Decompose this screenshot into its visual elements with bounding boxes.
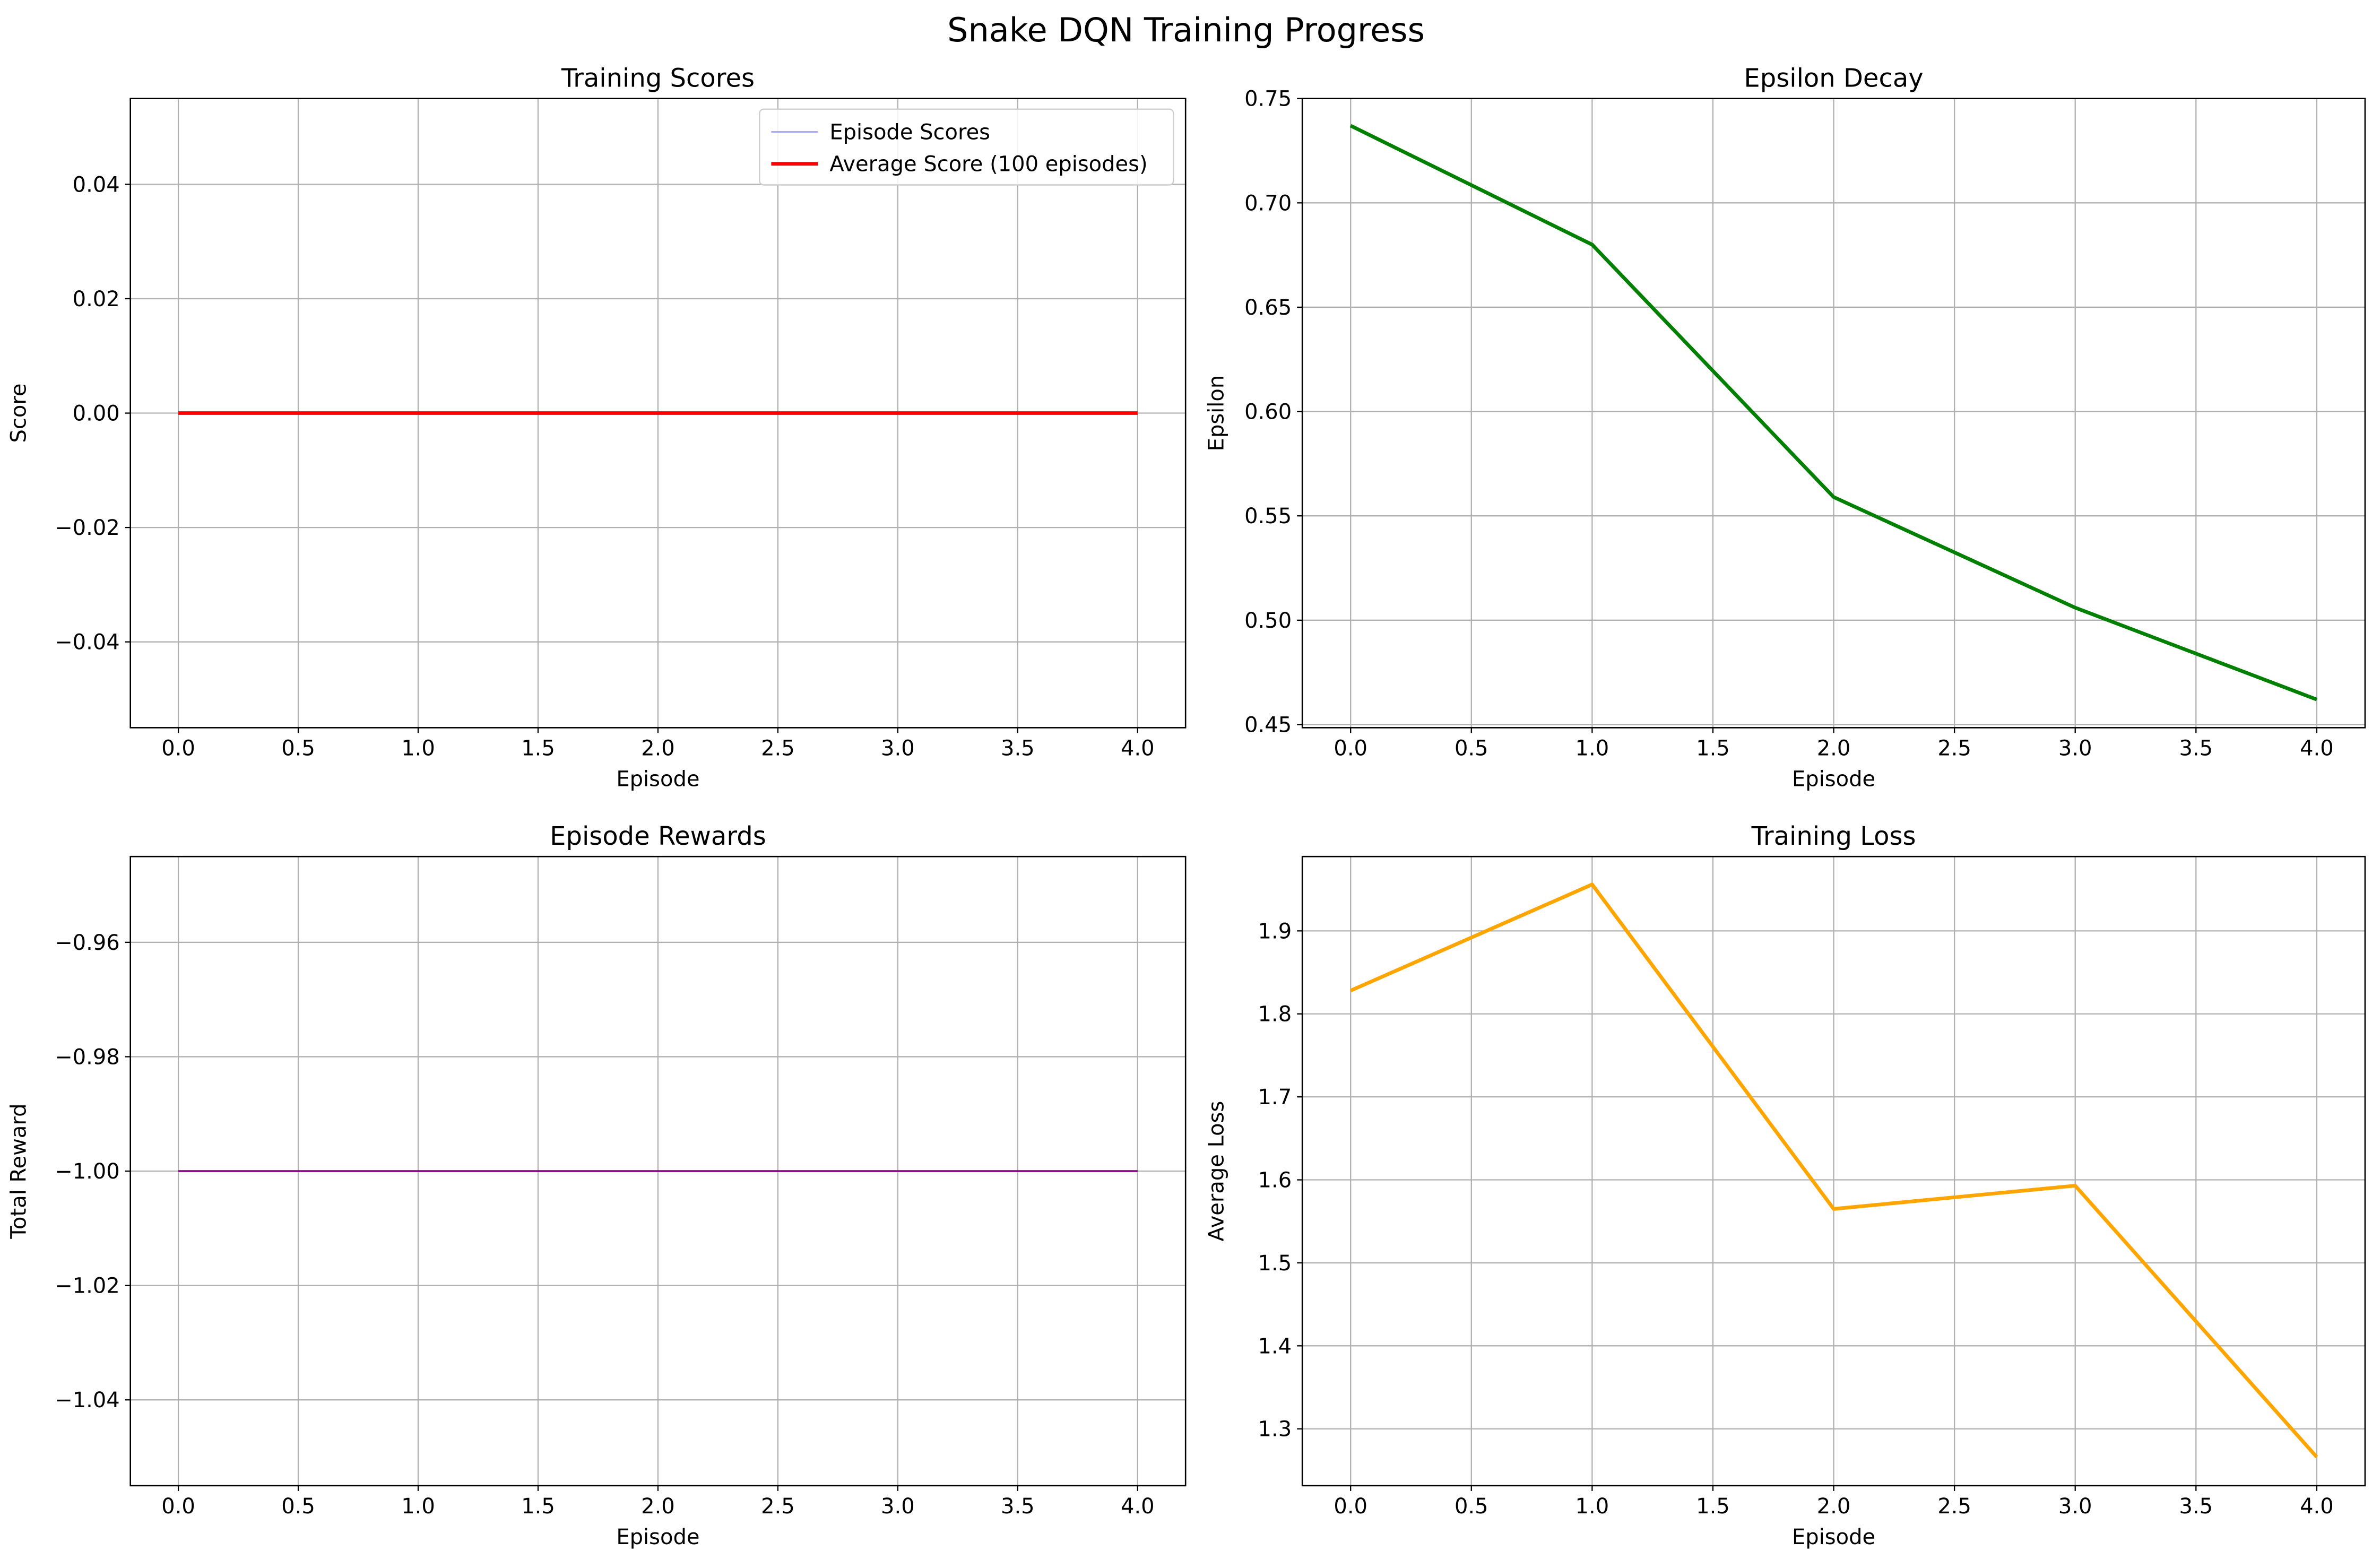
x-tick-label: 1.5: [521, 1494, 555, 1519]
x-tick-label: 0.5: [1455, 1494, 1488, 1519]
x-axis-label: Episode: [1792, 767, 1875, 791]
axes-frame: [1301, 98, 2366, 729]
subplot-title: Epsilon Decay: [1744, 64, 1923, 93]
x-tick-label: 2.0: [641, 736, 675, 760]
x-axis-label: Episode: [616, 767, 699, 791]
y-tick-label: 0.55: [1244, 504, 1292, 529]
y-tick-label: −0.02: [55, 516, 120, 540]
x-axis-label: Episode: [1792, 1525, 1875, 1549]
y-axis-label: Total Reward: [7, 1103, 31, 1239]
x-tick-label: 3.0: [881, 1494, 915, 1519]
x-tick-label: 1.0: [401, 736, 435, 760]
y-tick-label: −0.04: [55, 630, 120, 655]
x-tick-label: 1.0: [1575, 736, 1609, 760]
y-tick-label: 0.60: [1244, 400, 1292, 425]
y-tick-label: 1.5: [1258, 1251, 1292, 1276]
subplot-training-loss: 0.0 0.5 1.0 1.5 2.0 2.5 3.0 3.5 4.0 1.3 1.4 1.5 1.6 1…: [1205, 821, 2366, 1549]
subplot-title: Training Loss: [1751, 821, 1916, 851]
y-tick-label: −0.96: [55, 931, 120, 955]
y-tick-label: 1.7: [1258, 1085, 1292, 1110]
subplot-training-scores: 0.0 0.5 1.0 1.5 2.0 2.5 3.0 3.5 4.0 −0.04 −0.02 0.0…: [7, 64, 1187, 791]
x-tick-label: 1.0: [401, 1494, 435, 1519]
y-axis-label: Average Loss: [1205, 1101, 1229, 1242]
x-tick-label: 4.0: [1121, 1494, 1155, 1519]
x-tick-label: 3.5: [2179, 736, 2213, 760]
x-tick-label: 2.0: [1817, 736, 1851, 760]
y-tick-label: −1.00: [55, 1159, 120, 1184]
x-tick-label: 2.0: [1817, 1494, 1851, 1519]
y-tick-label: 0.45: [1244, 713, 1292, 737]
x-tick-label: 4.0: [1121, 736, 1155, 760]
legend-label: Episode Scores: [829, 120, 990, 145]
y-tick-label: 1.3: [1258, 1417, 1292, 1442]
legend-label: Average Score (100 episodes): [829, 152, 1147, 177]
x-tick-label: 1.0: [1575, 1494, 1609, 1519]
y-tick-label: 1.6: [1258, 1168, 1292, 1193]
x-tick-label: 2.5: [761, 1494, 795, 1519]
y-tick-label: 0.04: [73, 172, 120, 197]
x-tick-label: 3.0: [881, 736, 915, 760]
axes-frame: [129, 855, 1187, 1487]
subplot-epsilon-decay: 0.0 0.5 1.0 1.5 2.0 2.5 3.0 3.5 4.0 0.45 0.50 0.55 0…: [1205, 64, 2366, 791]
y-tick-label: −1.04: [55, 1388, 120, 1413]
subplot-episode-rewards: 0.0 0.5 1.0 1.5 2.0 2.5 3.0 3.5 4.0 −1.04 −1.02 −1.…: [7, 821, 1187, 1549]
axes-frame: [1301, 855, 2366, 1487]
y-tick-label: 1.8: [1258, 1002, 1292, 1027]
x-tick-label: 0.5: [281, 1494, 315, 1519]
x-tick-label: 1.5: [1696, 1494, 1730, 1519]
x-tick-label: 3.5: [1001, 736, 1035, 760]
x-tick-label: 3.5: [2179, 1494, 2213, 1519]
y-axis-label: Epsilon: [1205, 375, 1229, 452]
y-tick-label: 0.70: [1244, 191, 1292, 215]
figure-title: Snake DQN Training Progress: [947, 11, 1425, 49]
y-tick-label: 1.4: [1258, 1334, 1292, 1358]
y-axis-label: Score: [7, 384, 31, 443]
x-tick-label: 0.5: [281, 736, 315, 760]
axes-frame: [129, 98, 1187, 729]
y-tick-label: 0.75: [1244, 87, 1292, 111]
y-tick-label: −0.98: [55, 1045, 120, 1069]
series-line-1: [1349, 124, 2318, 701]
subplot-title: Training Scores: [561, 64, 755, 93]
x-tick-label: 0.0: [161, 736, 195, 760]
y-tick-label: 0.00: [73, 402, 120, 426]
x-tick-label: 2.0: [641, 1494, 675, 1519]
x-tick-label: 4.0: [2300, 736, 2334, 760]
legend: Episode Scores Average Score (100 episode…: [759, 108, 1174, 186]
x-tick-label: 0.5: [1455, 736, 1488, 760]
x-tick-label: 2.5: [1937, 1494, 1971, 1519]
x-tick-label: 3.0: [2058, 1494, 2092, 1519]
x-tick-label: 2.5: [1937, 736, 1971, 760]
x-tick-label: 1.5: [1696, 736, 1730, 760]
y-tick-label: 0.02: [73, 287, 120, 311]
x-tick-label: 4.0: [2300, 1494, 2334, 1519]
subplot-title: Episode Rewards: [550, 821, 766, 851]
series-line-1: [1349, 882, 2318, 1459]
x-tick-label: 0.0: [1334, 1494, 1367, 1519]
x-tick-label: 1.5: [521, 736, 555, 760]
y-tick-label: 1.9: [1258, 919, 1292, 943]
y-tick-label: 0.50: [1244, 609, 1292, 633]
x-tick-label: 3.5: [1001, 1494, 1035, 1519]
x-tick-label: 0.0: [1334, 736, 1367, 760]
x-axis-label: Episode: [616, 1525, 699, 1549]
x-tick-label: 3.0: [2058, 736, 2092, 760]
y-tick-label: 0.65: [1244, 296, 1292, 320]
x-tick-label: 0.0: [161, 1494, 195, 1519]
x-tick-label: 2.5: [761, 736, 795, 760]
y-tick-label: −1.02: [55, 1274, 120, 1298]
legend-box: [759, 108, 1174, 186]
